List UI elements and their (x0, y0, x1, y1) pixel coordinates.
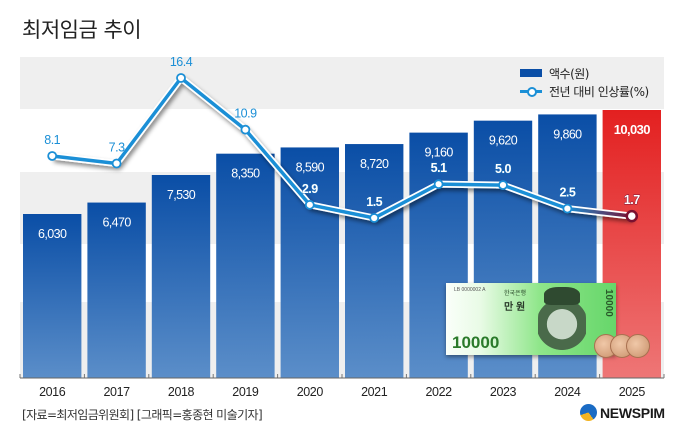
line-value-label-2023: 5.0 (495, 162, 511, 176)
line-value-label-2020: 2.9 (302, 182, 318, 196)
line-value-label-2019: 10.9 (234, 107, 257, 121)
line-value-label-2024: 2.5 (559, 186, 575, 200)
logo-mark-icon (580, 404, 597, 421)
x-tick-label-2022: 2022 (425, 385, 452, 399)
line-value-label-2016: 8.1 (44, 133, 60, 147)
banknote-illustration: LB 0000002 A 한국은행 만 원 10000 10000 (446, 283, 616, 355)
bar-value-labels: 6,030 6,470 7,530 8,350 8,590 8,720 9,160 9,620… (38, 122, 651, 241)
line-value-labels: 8.1 7.3 16.4 10.9 2.9 1.5 5.1 5.0 2.5 1.7 (44, 55, 641, 209)
bar-2018 (151, 175, 211, 378)
hat-icon (544, 287, 580, 305)
line-path-highlight (567, 206, 633, 218)
line-value-label-2017: 7.3 (109, 141, 125, 155)
bar-value-label-2019: 8,350 (231, 167, 260, 181)
logo-text: NEWSPIM (600, 404, 665, 421)
bar-value-label-2025: 10,030 (614, 122, 651, 137)
line-point-2018 (176, 73, 186, 83)
newspim-logo: NEWSPIM (580, 404, 665, 421)
x-tick-label-2021: 2021 (361, 385, 388, 399)
x-tick-label-2019: 2019 (232, 385, 259, 399)
bar-value-label-2022: 9,160 (424, 146, 453, 160)
legend-line-swatch-icon (520, 86, 542, 97)
coin-icon (626, 334, 650, 358)
banknote-denomination: 10000 (452, 333, 500, 352)
line-point-2020 (304, 199, 315, 210)
line-value-label-2025: 1.7 (624, 193, 640, 207)
line-point-2021 (369, 213, 380, 223)
x-tick-label-2018: 2018 (168, 385, 195, 399)
banknote-denomination-vertical: 10000 (603, 289, 614, 317)
legend-bar-label: 액수(원) (549, 66, 589, 81)
bar-value-label-2024: 9,860 (553, 127, 582, 141)
line-value-label-2018: 16.4 (170, 55, 193, 69)
legend-item-line: 전년 대비 인상률(%) (520, 82, 649, 100)
bar-value-label-2018: 7,530 (167, 188, 196, 202)
legend-line-label: 전년 대비 인상률(%) (549, 84, 649, 99)
band-top (20, 57, 664, 109)
x-tick-label-2024: 2024 (554, 385, 581, 399)
line-point-2023 (498, 180, 508, 191)
x-axis: 2016 2017 2018 2019 2020 2021 2022 2023 2024 2025 (19, 374, 665, 399)
line-point-2024 (562, 203, 573, 214)
legend: 액수(원) 전년 대비 인상률(%) (520, 64, 649, 100)
bar-2017 (87, 202, 146, 378)
bar-value-label-2023: 9,620 (489, 134, 518, 148)
line-point-2017 (111, 158, 122, 169)
source-credit: [자료=최저임금위원회] [그래픽=홍종현 미술기자] (22, 408, 263, 422)
banknote-label: 만 원 (504, 302, 526, 313)
bar-value-label-2016: 6,030 (38, 227, 67, 241)
x-tick-label-2020: 2020 (297, 385, 324, 399)
bar-value-label-2020: 8,590 (296, 160, 325, 174)
line-point-2025 (625, 209, 639, 223)
bar-2019 (216, 153, 275, 378)
line-value-label-2022: 5.1 (431, 161, 447, 175)
bar-value-label-2017: 6,470 (102, 216, 131, 230)
line-point-2022 (433, 179, 444, 190)
banknote-bank: 한국은행 (504, 291, 527, 297)
banknote-serial: LB 0000002 A (454, 287, 486, 293)
bar-2016 (23, 214, 82, 378)
x-tick-label-2016: 2016 (39, 385, 66, 399)
line-series (47, 73, 639, 223)
chart-title: 최저임금 추이 (22, 18, 142, 42)
x-tick-label-2023: 2023 (490, 385, 517, 399)
line-point-2016 (47, 151, 58, 161)
legend-item-bar: 액수(원) (520, 64, 649, 82)
x-tick-label-2025: 2025 (619, 385, 646, 399)
line-value-label-2021: 1.5 (366, 195, 382, 209)
x-tick-label-2017: 2017 (103, 385, 130, 399)
legend-bar-swatch-icon (520, 69, 542, 77)
bar-value-label-2021: 8,720 (360, 157, 389, 171)
bar-2021 (345, 144, 404, 378)
line-point-2019 (240, 124, 251, 135)
